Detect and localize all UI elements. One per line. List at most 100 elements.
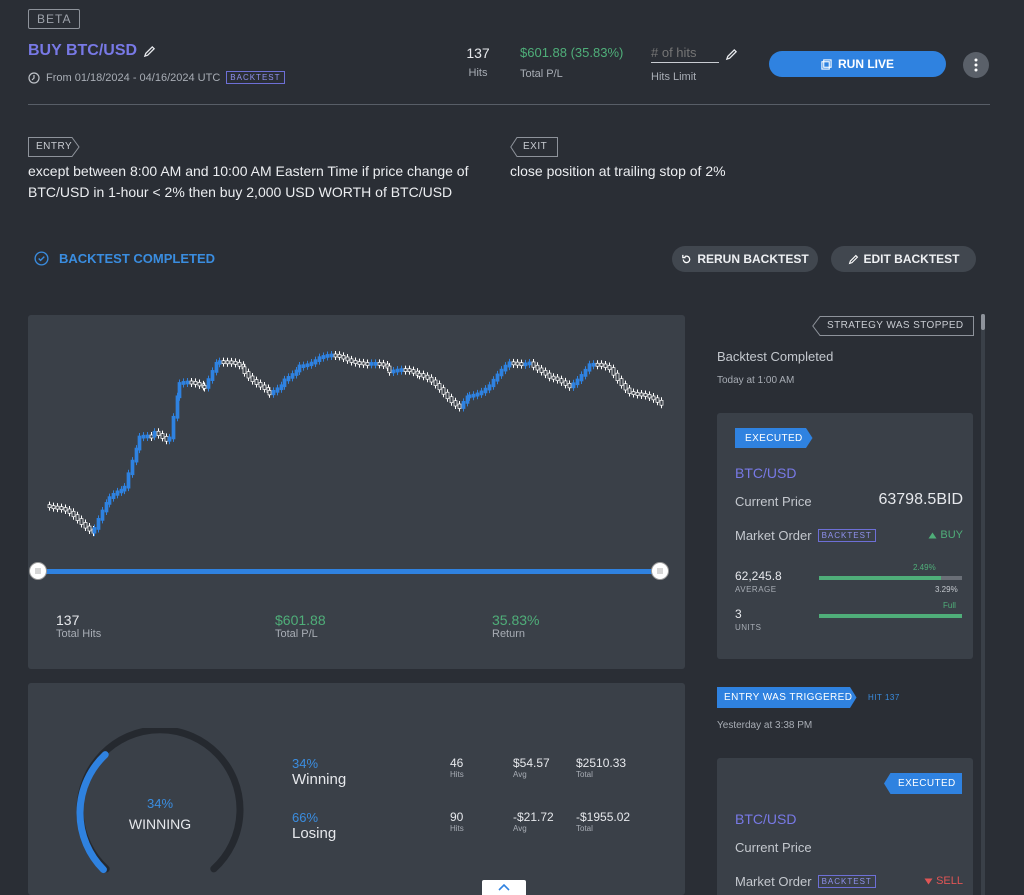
candle <box>79 518 84 525</box>
losing-avg-label: Avg <box>513 824 527 833</box>
candle <box>297 364 302 373</box>
candle <box>607 365 612 371</box>
exit-tag: EXIT <box>523 141 548 152</box>
rerun-backtest-button[interactable]: RERUN BACKTEST <box>672 246 818 272</box>
candle <box>210 370 215 381</box>
candle <box>152 430 157 438</box>
candle <box>317 356 322 362</box>
candle <box>461 401 466 409</box>
chevron-up-icon <box>498 884 510 891</box>
candle <box>421 373 426 378</box>
candle <box>527 361 532 366</box>
edit-backtest-button[interactable]: EDIT BACKTEST <box>831 246 976 272</box>
range-slider-right-handle[interactable] <box>651 562 669 580</box>
strategy-title: BUY BTC/USD <box>28 42 156 60</box>
chart-card: 137 Total Hits $601.88 Total P/L 35.83% … <box>28 315 685 669</box>
candle <box>647 394 652 399</box>
candle <box>503 364 508 372</box>
candle <box>177 382 182 399</box>
executed-tag: EXECUTED <box>898 778 956 789</box>
run-live-icon <box>821 58 832 70</box>
candle <box>449 396 454 404</box>
candle <box>290 373 295 379</box>
candle <box>206 378 211 389</box>
candle <box>491 378 496 388</box>
candle <box>643 393 648 397</box>
winning-total-label: Total <box>576 770 593 779</box>
candle <box>329 353 334 358</box>
edit-limit-pencil-icon[interactable] <box>725 48 738 61</box>
candle <box>395 368 400 373</box>
candle <box>225 360 230 365</box>
candle <box>403 368 408 372</box>
candle <box>104 502 109 513</box>
hits-value: 137 <box>466 45 490 61</box>
grip-icon <box>657 568 663 574</box>
candle <box>603 363 608 368</box>
sidebar-scrollbar[interactable] <box>981 314 985 895</box>
candle <box>171 415 176 440</box>
candle <box>92 527 97 534</box>
edit-pencil-icon[interactable] <box>143 45 156 58</box>
avg-pct-top: 2.49% <box>913 563 936 572</box>
candle <box>164 436 169 442</box>
losing-row: 66% Losing <box>292 810 336 842</box>
hits-limit: Hits Limit <box>651 45 738 83</box>
scroll-up-button[interactable] <box>482 880 526 895</box>
entry-triggered-tag: ENTRY WAS TRIGGERED <box>724 692 853 703</box>
scrollbar-thumb[interactable] <box>981 314 985 330</box>
range-slider-left-handle[interactable] <box>29 562 47 580</box>
candle <box>175 395 180 419</box>
candle <box>575 378 580 386</box>
candle <box>429 376 434 383</box>
candle <box>349 358 354 363</box>
candle <box>365 362 370 366</box>
units: 3 UNITS <box>735 607 762 632</box>
hits-limit-label: Hits Limit <box>651 71 697 83</box>
losing-total-label: Total <box>576 824 593 833</box>
candle <box>160 433 165 439</box>
hits-stat: 137 Hits <box>460 45 496 79</box>
candle <box>539 367 544 373</box>
candle <box>214 361 219 373</box>
candle <box>63 507 68 512</box>
hits-limit-input[interactable] <box>651 45 719 63</box>
winning-avg-label: Avg <box>513 770 527 779</box>
pl-label: Total P/L <box>520 68 563 80</box>
summary-return-label: Return <box>492 628 526 640</box>
current-price-label: Current Price <box>735 840 812 855</box>
grip-icon <box>35 568 41 574</box>
range-slider-track[interactable] <box>38 569 660 574</box>
candle <box>83 522 88 529</box>
candle <box>130 459 135 476</box>
order-type-label: Market Order <box>735 528 812 543</box>
edit-icon <box>848 254 858 264</box>
losing-pct: 66% <box>292 810 319 825</box>
candle <box>373 362 378 366</box>
rerun-label: RERUN BACKTEST <box>697 252 809 266</box>
candle <box>250 375 255 382</box>
candle <box>75 514 80 521</box>
exit-condition: close position at trailing stop of 2% <box>510 163 726 179</box>
candle <box>591 362 596 367</box>
candle <box>659 399 664 406</box>
candlestick-chart <box>47 350 664 537</box>
candle <box>193 381 198 385</box>
losing-label: Losing <box>292 825 337 842</box>
run-live-button[interactable]: RUN LIVE <box>769 51 946 77</box>
candle <box>615 372 620 381</box>
candle <box>71 510 76 518</box>
candle <box>55 505 60 510</box>
candle <box>651 395 656 401</box>
entry-tag: ENTRY <box>36 141 73 152</box>
candle <box>107 496 112 505</box>
units-value: 3 <box>735 607 742 621</box>
candle <box>258 382 263 388</box>
entry-condition: except between 8:00 AM and 10:00 AM East… <box>28 163 469 200</box>
more-options-button[interactable] <box>963 52 989 78</box>
candle <box>262 384 267 390</box>
candle <box>611 367 616 376</box>
candle <box>282 378 287 388</box>
candle <box>519 362 524 367</box>
order-type-label: Market Order <box>735 874 812 889</box>
